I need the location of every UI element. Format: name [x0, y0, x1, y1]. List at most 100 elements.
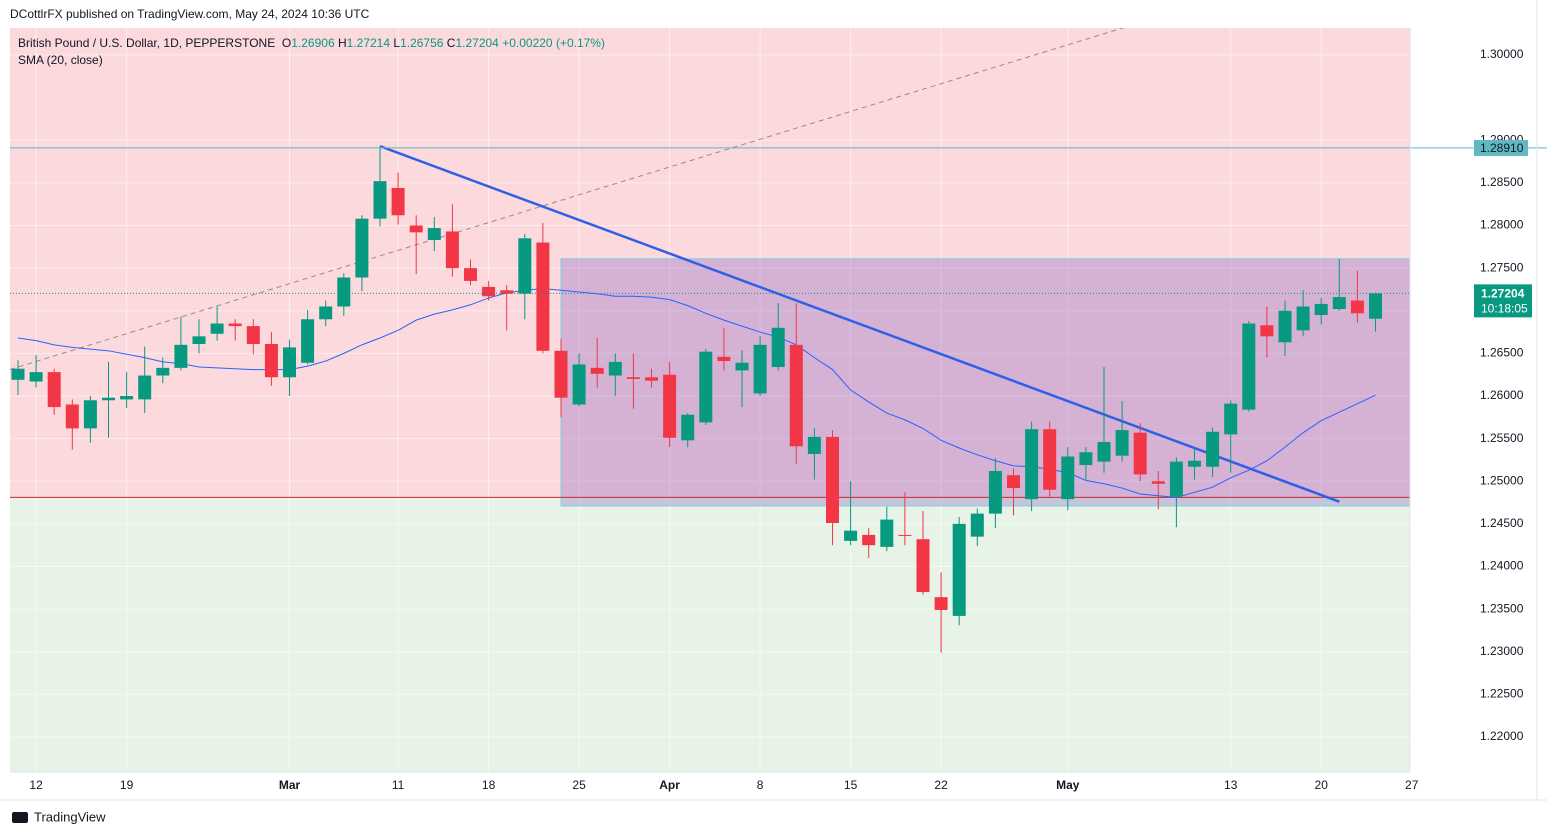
candle-body: [264, 343, 278, 378]
trendline: [379, 145, 1340, 503]
candle-body: [246, 326, 260, 344]
candle-body: [445, 231, 459, 269]
ohlc-key: H: [337, 36, 347, 50]
candle-body: [156, 367, 170, 376]
candle-body: [554, 350, 568, 398]
ohlc-key: C: [446, 36, 456, 50]
candle-body: [952, 523, 966, 616]
y-tick-label: 1.25500: [1480, 431, 1524, 445]
candle-body: [862, 534, 876, 546]
x-tick-label: 8: [757, 778, 764, 792]
countdown: 10:18:05: [1481, 302, 1528, 316]
candle-body: [1369, 293, 1382, 319]
x-tick-label: 27: [1405, 778, 1419, 792]
candle-body: [391, 188, 405, 216]
candle-body: [1224, 403, 1238, 435]
candle-body: [409, 225, 423, 233]
candle-body: [319, 306, 333, 320]
symbol-title: British Pound / U.S. Dollar, 1D, PEPPERS…: [18, 36, 276, 50]
candle-body: [1242, 323, 1256, 410]
candle-body: [500, 290, 514, 294]
ohlc-value: 1.27214: [346, 36, 391, 50]
candle-body: [988, 471, 1002, 514]
candle-body: [102, 397, 115, 401]
candle-body: [210, 323, 224, 334]
candle-body: [880, 519, 894, 547]
candle-body: [482, 286, 496, 297]
candle-body: [826, 436, 839, 524]
candle-body: [590, 367, 604, 374]
candle-body: [626, 377, 640, 379]
y-tick-label: 1.26500: [1480, 346, 1524, 360]
candle-body: [1260, 325, 1274, 337]
candle-body: [934, 597, 948, 610]
candle-body: [228, 323, 242, 327]
plot-area: [10, 28, 1410, 772]
candle-body: [120, 395, 134, 400]
ohlc-value: 1.26906: [291, 36, 335, 50]
x-tick-label: 25: [572, 778, 586, 792]
candle-body: [83, 400, 97, 429]
brand-logo: [12, 812, 28, 823]
candle-body: [1061, 456, 1075, 500]
candle-body: [970, 513, 984, 537]
candle-body: [1206, 431, 1220, 467]
candle-body: [283, 347, 296, 378]
candle-body: [29, 372, 43, 382]
candle-body: [518, 238, 532, 294]
candle-body: [1350, 300, 1364, 314]
candle-body: [1025, 429, 1039, 500]
candle-body: [192, 336, 206, 344]
candle-body: [681, 414, 695, 441]
y-tick-label: 1.28000: [1480, 218, 1524, 232]
candle-body: [427, 228, 441, 240]
candle-body: [1278, 310, 1292, 343]
candle-body: [1151, 481, 1165, 484]
candle-body: [1169, 461, 1183, 497]
candle-body: [753, 344, 767, 394]
indicator-row: SMA (20, close): [18, 52, 608, 69]
brand: TradingView: [34, 809, 106, 824]
candle-body: [138, 375, 152, 400]
y-tick-label: 1.28500: [1480, 175, 1524, 189]
change-percent: (+0.17%): [555, 36, 605, 50]
candle-body: [464, 268, 477, 281]
candle-body: [1314, 303, 1328, 316]
x-tick-label: Apr: [659, 778, 680, 792]
symbol-row: British Pound / U.S. Dollar, 1D, PEPPERS…: [18, 35, 608, 52]
candle-body: [301, 319, 315, 363]
candle-body: [1133, 432, 1147, 475]
candle-body: [916, 539, 930, 593]
resistance-label: 1.28910: [1480, 141, 1524, 155]
candle-body: [735, 362, 749, 371]
candle-body: [663, 374, 677, 438]
candle-body: [771, 327, 785, 368]
y-tick-label: 1.22000: [1480, 729, 1524, 743]
candle-body: [645, 377, 658, 381]
x-tick-label: 18: [482, 778, 496, 792]
x-tick-label: 11: [392, 778, 405, 792]
candle-body: [844, 530, 858, 541]
candle-body: [1115, 430, 1129, 456]
y-tick-label: 1.30000: [1480, 47, 1524, 61]
candle-body: [373, 181, 387, 219]
candle-body: [608, 361, 622, 376]
candle-body: [717, 356, 731, 362]
y-tick-label: 1.23000: [1480, 644, 1524, 658]
candle-body: [572, 364, 586, 405]
candle-body: [1188, 460, 1201, 467]
last-price-label: 1.27204: [1481, 287, 1525, 301]
channel-line: [10, 28, 1125, 370]
candle-body: [1097, 442, 1111, 462]
ohlc-value: 1.26756: [400, 36, 444, 50]
y-tick-label: 1.23500: [1480, 601, 1524, 615]
x-tick-label: 13: [1224, 778, 1238, 792]
x-tick-label: Mar: [279, 778, 301, 792]
indicator-name: SMA (20, close): [18, 53, 103, 67]
gap: [605, 36, 608, 50]
candle-body: [898, 534, 912, 536]
candle-body: [1043, 429, 1057, 490]
x-tick-label: 20: [1315, 778, 1329, 792]
